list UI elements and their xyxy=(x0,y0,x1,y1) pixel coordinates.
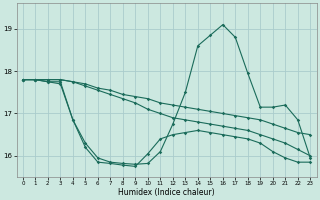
X-axis label: Humidex (Indice chaleur): Humidex (Indice chaleur) xyxy=(118,188,215,197)
